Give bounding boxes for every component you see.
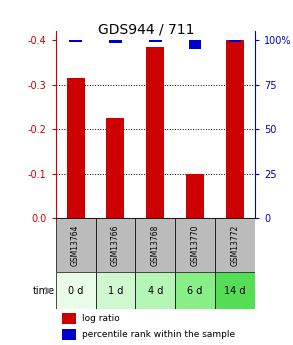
Text: GSM13772: GSM13772: [231, 225, 239, 266]
Bar: [56, 218, 96, 272]
Bar: [135, 218, 175, 272]
Text: 4 d: 4 d: [148, 286, 163, 296]
Text: log ratio: log ratio: [81, 314, 119, 323]
Bar: [215, 272, 255, 309]
Text: 1 d: 1 d: [108, 286, 123, 296]
Bar: [135, 272, 175, 309]
Text: GSM13764: GSM13764: [71, 225, 80, 266]
Bar: [106, 118, 125, 218]
Bar: [226, 40, 244, 218]
Text: 0 d: 0 d: [68, 286, 83, 296]
Bar: [96, 218, 135, 272]
Text: percentile rank within the sample: percentile rank within the sample: [81, 330, 235, 339]
Bar: [175, 218, 215, 272]
Bar: [69, 40, 82, 42]
Bar: [175, 272, 215, 309]
Bar: [146, 47, 164, 218]
Bar: [62, 313, 76, 324]
Text: time: time: [33, 286, 55, 296]
Bar: [62, 329, 76, 340]
Bar: [186, 174, 204, 218]
Bar: [189, 40, 201, 49]
Bar: [96, 272, 135, 309]
Bar: [229, 40, 241, 42]
Bar: [56, 272, 96, 309]
Bar: [67, 78, 85, 218]
Bar: [215, 218, 255, 272]
Bar: [149, 40, 161, 42]
Text: 6 d: 6 d: [188, 286, 203, 296]
Text: GSM13766: GSM13766: [111, 225, 120, 266]
Text: GDS944 / 711: GDS944 / 711: [98, 22, 195, 37]
Bar: [109, 40, 122, 43]
Text: GSM13770: GSM13770: [191, 225, 200, 266]
Text: 14 d: 14 d: [224, 286, 246, 296]
Text: GSM13768: GSM13768: [151, 225, 160, 266]
